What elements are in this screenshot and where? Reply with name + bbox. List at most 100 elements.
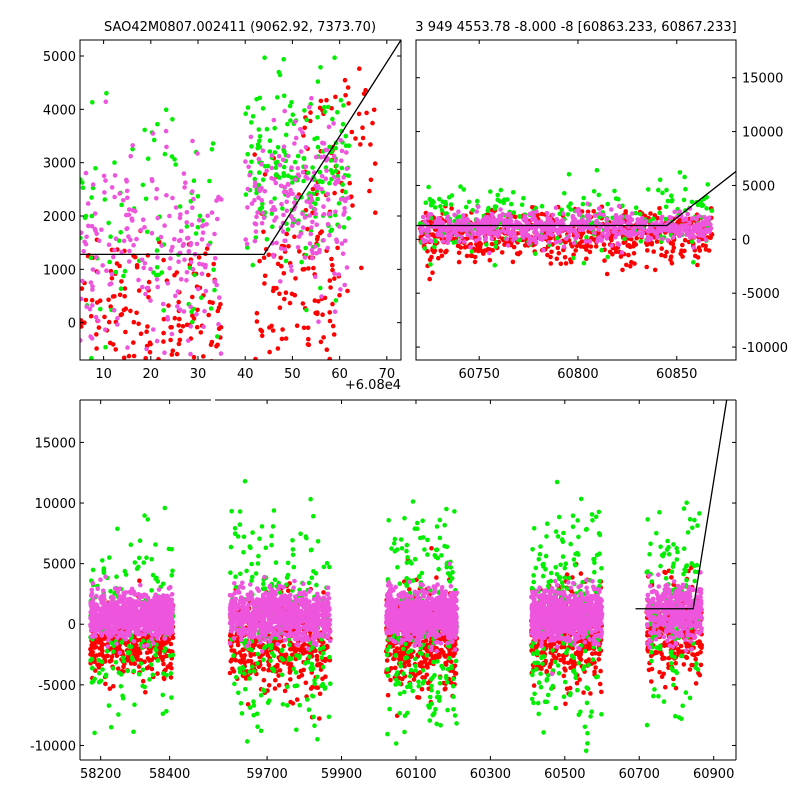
top-right-xtick-label: 60800 xyxy=(557,367,598,382)
red-point xyxy=(279,263,284,269)
red-point xyxy=(213,376,218,381)
magenta-point xyxy=(704,221,709,227)
red-point xyxy=(79,371,84,376)
red-point xyxy=(253,356,258,360)
green-point xyxy=(212,287,217,293)
magenta-point xyxy=(433,219,439,224)
green-point xyxy=(153,646,158,652)
green-point xyxy=(495,192,501,198)
red-point xyxy=(363,87,368,93)
magenta-point xyxy=(289,268,294,273)
green-point xyxy=(121,273,126,279)
green-point xyxy=(170,117,175,122)
magenta-point xyxy=(133,627,138,633)
magenta-point xyxy=(342,238,348,244)
magenta-point xyxy=(216,321,221,327)
green-point xyxy=(159,270,165,275)
red-point xyxy=(177,316,182,322)
green-point xyxy=(197,213,203,219)
green-point xyxy=(115,526,120,532)
red-point xyxy=(206,312,211,318)
red-point xyxy=(143,690,148,695)
green-point xyxy=(256,127,262,132)
magenta-point xyxy=(126,259,132,264)
magenta-point xyxy=(508,218,514,224)
magenta-point xyxy=(486,217,491,223)
magenta-point xyxy=(153,592,158,597)
magenta-point xyxy=(199,271,205,277)
red-point xyxy=(425,648,430,654)
green-point xyxy=(330,116,335,122)
green-point xyxy=(313,201,318,206)
green-point xyxy=(257,170,262,175)
red-point xyxy=(115,645,121,651)
magenta-point xyxy=(697,230,702,235)
magenta-point xyxy=(576,206,581,212)
magenta-point xyxy=(286,182,291,187)
red-point xyxy=(267,349,272,355)
red-point xyxy=(233,658,239,663)
magenta-point xyxy=(689,216,695,221)
green-point xyxy=(562,191,567,196)
magenta-point xyxy=(321,238,326,243)
magenta-point xyxy=(305,176,310,181)
magenta-point xyxy=(333,209,338,215)
red-point xyxy=(554,256,560,262)
magenta-point xyxy=(259,185,264,191)
green-point xyxy=(343,143,349,148)
red-point xyxy=(276,673,281,678)
red-point xyxy=(204,246,210,251)
red-point xyxy=(558,261,564,267)
green-point xyxy=(318,65,323,70)
magenta-point xyxy=(114,613,119,619)
green-point xyxy=(284,221,289,227)
magenta-point xyxy=(106,638,111,643)
red-point xyxy=(425,680,431,686)
magenta-point xyxy=(601,212,606,218)
magenta-point xyxy=(310,219,315,225)
magenta-point xyxy=(309,197,315,203)
red-point xyxy=(137,578,142,583)
magenta-point xyxy=(103,606,108,611)
magenta-point xyxy=(259,220,265,226)
top-left-title: SAO42M0807.002411 (9062.92, 7373.70) xyxy=(104,20,376,35)
red-point xyxy=(332,190,337,196)
red-point xyxy=(671,245,677,250)
magenta-point xyxy=(498,207,503,212)
red-point xyxy=(456,250,462,256)
red-point xyxy=(357,66,362,71)
red-point xyxy=(109,276,115,281)
green-point xyxy=(596,192,602,198)
top-left-xtick-label: 40 xyxy=(237,367,254,382)
green-point xyxy=(88,658,93,663)
magenta-point xyxy=(155,284,160,290)
magenta-point xyxy=(80,296,84,302)
red-point xyxy=(149,666,155,672)
magenta-point xyxy=(665,238,671,243)
green-point xyxy=(195,194,201,199)
green-point xyxy=(114,574,119,579)
red-point xyxy=(371,107,377,113)
green-point xyxy=(325,104,331,110)
magenta-point xyxy=(698,221,703,227)
magenta-point xyxy=(480,221,485,226)
magenta-point xyxy=(269,175,274,181)
red-point xyxy=(324,347,330,353)
red-point xyxy=(89,298,95,303)
magenta-point xyxy=(124,226,129,232)
magenta-point xyxy=(516,221,522,226)
red-point xyxy=(415,695,420,700)
magenta-point xyxy=(290,223,295,229)
green-point xyxy=(292,159,298,165)
green-point xyxy=(270,224,275,229)
magenta-point xyxy=(298,127,303,132)
red-point xyxy=(119,279,124,284)
red-point xyxy=(261,666,266,672)
magenta-point xyxy=(323,147,328,153)
magenta-point xyxy=(292,200,297,205)
green-point xyxy=(448,202,454,207)
red-point xyxy=(147,658,152,663)
green-point xyxy=(437,196,442,202)
magenta-point xyxy=(670,235,676,240)
magenta-point xyxy=(162,350,167,356)
